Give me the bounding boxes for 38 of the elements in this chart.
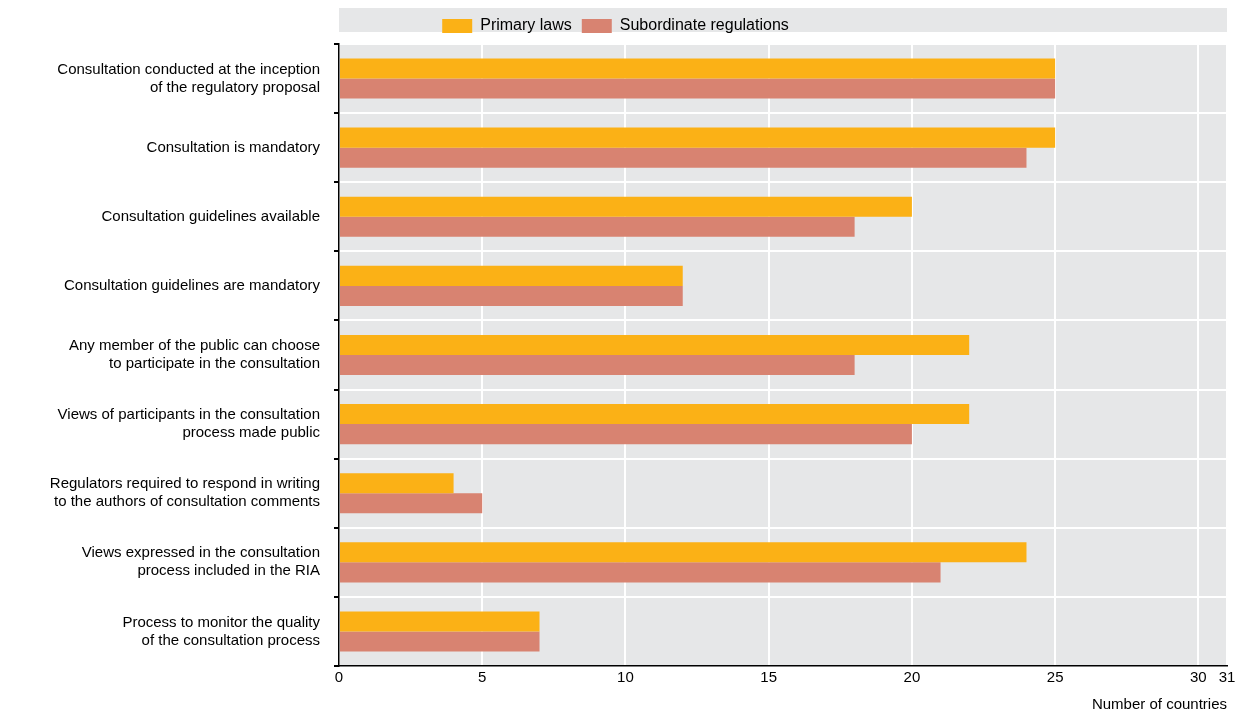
x-tick-label: 0: [334, 668, 344, 686]
bar: [340, 147, 1027, 168]
bar: [340, 473, 454, 494]
y-tick-label: Consultation guidelines available: [101, 206, 320, 224]
y-tick-label: Consultation guidelines are mandatory: [64, 276, 321, 294]
bar: [340, 424, 912, 445]
bar: [340, 196, 912, 217]
y-tick-label: Regulators required to respond in writing to the authors of consultation comments: [49, 474, 320, 510]
legend-label: Primary laws: [480, 16, 572, 34]
bar: [340, 127, 1056, 148]
bar: [340, 334, 970, 355]
bar: [340, 631, 540, 652]
x-tick-label: 10: [617, 668, 634, 686]
bar: [340, 542, 1027, 563]
x-tick-label: 15: [760, 668, 778, 686]
y-tick-label: Process to monitor the quality of the consultation process: [122, 612, 321, 648]
bar: [340, 404, 970, 425]
y-tick-label: Any member of the public can choose to participate in the consultation: [69, 336, 320, 372]
x-axis-title: Number of countries: [1091, 695, 1227, 713]
bar: [340, 562, 941, 583]
bar: [340, 78, 1056, 99]
x-tick-label: 30: [1190, 668, 1207, 686]
y-tick-label: Views of participants in the consultation process made public: [57, 405, 321, 441]
bar: [340, 58, 1056, 79]
x-tick-label: 20: [903, 668, 921, 686]
x-tick-label: 5: [478, 668, 487, 686]
bar: [340, 216, 855, 237]
y-tick-label: Consultation is mandatory: [146, 137, 321, 155]
y-tick-label: Consultation conducted at the inception of the regulatory proposal: [57, 59, 320, 95]
x-tick-label: 31: [1218, 668, 1236, 686]
bar: [340, 611, 540, 632]
y-tick-label: Views expressed in the consultation process included in the RIA: [81, 543, 320, 579]
x-tick-label: 25: [1046, 668, 1064, 686]
bar: [340, 355, 855, 376]
bar: [340, 493, 483, 514]
bar: [340, 285, 683, 306]
legend-label: Subordinate regulations: [619, 16, 789, 34]
bar: [340, 265, 683, 286]
